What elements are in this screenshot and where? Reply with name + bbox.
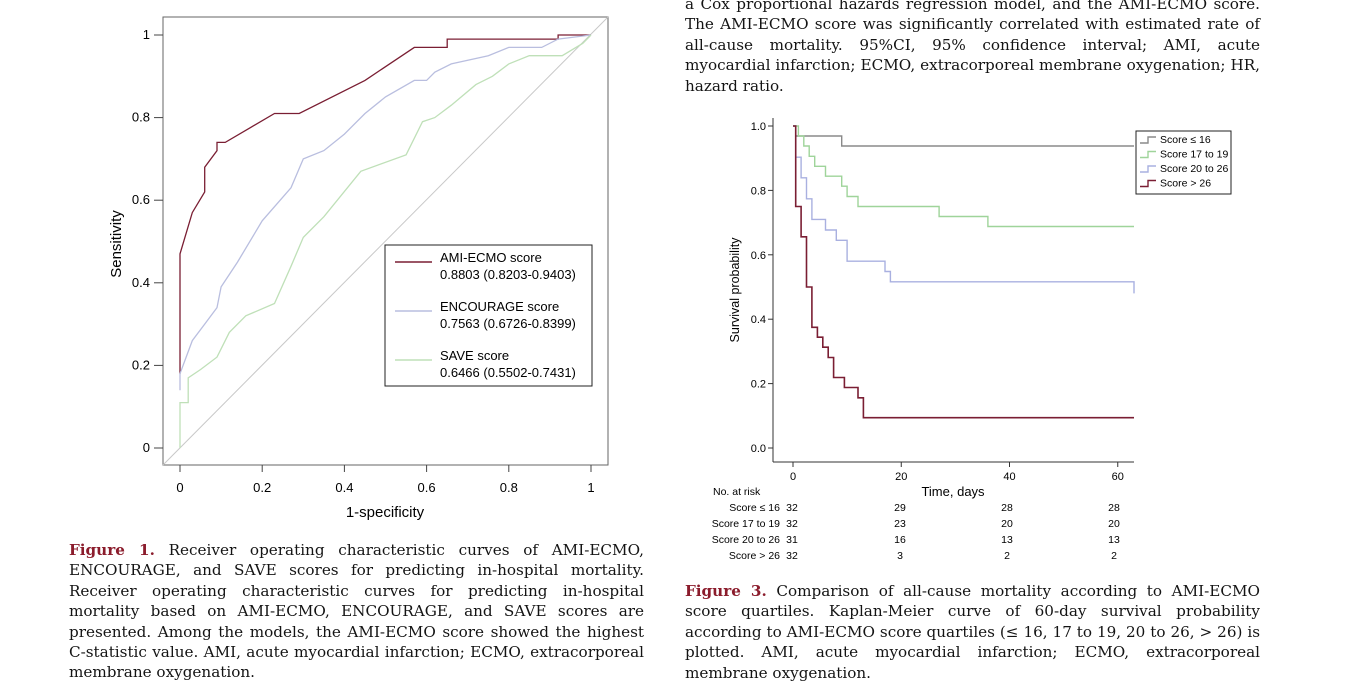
- km-curve-3: [793, 125, 1134, 419]
- roc-legend-name: SAVE score: [440, 348, 509, 363]
- y-tick-label: 0.6: [132, 192, 150, 207]
- x-tick-label: 0.8: [500, 480, 518, 495]
- roc-legend-name: AMI-ECMO score: [440, 250, 542, 265]
- km-y-tick-label: 0.4: [751, 314, 766, 326]
- risk-table-count: 28: [1001, 502, 1013, 514]
- reference-diagonal: [162, 16, 609, 466]
- figure1-caption-text: Receiver operating characteristic curves…: [69, 541, 644, 682]
- risk-table-count: 20: [1001, 518, 1013, 530]
- km-y-tick-label: 0.8: [751, 185, 766, 197]
- roc-line-1: [179, 34, 592, 391]
- previous-figure-caption: a Cox proportional hazards regression mo…: [685, 0, 1260, 95]
- y-tick-label: 0: [143, 440, 150, 455]
- y-tick-label: 0.2: [132, 357, 150, 372]
- roc-legend-auc: 0.6466 (0.5502-0.7431): [440, 365, 576, 380]
- risk-table-row-label: Score ≤ 16: [729, 502, 780, 514]
- risk-table-count: 3: [897, 550, 903, 562]
- risk-table-row-label: Score 20 to 26: [712, 534, 780, 546]
- km-legend-label: Score > 26: [1160, 178, 1211, 190]
- risk-table-count: 32: [786, 550, 798, 562]
- x-tick-label: 0.4: [335, 480, 353, 495]
- km-legend-swatch: [1140, 150, 1156, 159]
- kaplan-meier-chart: 0.0 0.2 0.4 0.6 0.8 1.0 0 20 40 60 Time, days Survi…: [712, 118, 1232, 562]
- risk-table-row-label: Score 17 to 19: [712, 518, 780, 530]
- roc-legend-name: ENCOURAGE score: [440, 299, 559, 314]
- risk-table-count: 32: [786, 502, 798, 514]
- km-curve-1: [793, 125, 1134, 228]
- km-legend-box: [1135, 130, 1232, 195]
- km-legend-label: Score ≤ 16: [1160, 134, 1211, 146]
- km-curve-0: [793, 125, 1134, 147]
- risk-table-count: 32: [786, 518, 798, 530]
- risk-table-count: 16: [894, 534, 906, 546]
- roc-line-0: [179, 34, 591, 374]
- km-curve-2: [793, 125, 1135, 294]
- risk-table-count: 28: [1108, 502, 1120, 514]
- x-axis-label: 1-specificity: [346, 504, 425, 521]
- risk-table-row-label: Score > 26: [729, 550, 780, 562]
- km-y-axis-label: Survival probability: [728, 237, 742, 343]
- roc-legend-auc: 0.8803 (0.8203-0.9403): [440, 267, 576, 282]
- risk-table-count: 31: [786, 534, 798, 546]
- km-x-tick-label: 60: [1112, 471, 1124, 483]
- plot-frame: [162, 16, 609, 466]
- km-legend-swatch: [1140, 136, 1156, 144]
- roc-legend-box: [384, 244, 593, 387]
- km-y-tick-label: 0.2: [751, 379, 766, 391]
- km-legend-swatch: [1140, 165, 1156, 173]
- km-y-tick-label: 1.0: [751, 121, 766, 133]
- y-tick-label: 0.4: [132, 275, 150, 290]
- figure3-caption-text: Comparison of all-cause mortality accord…: [685, 582, 1260, 682]
- km-x-axis-label: Time, days: [921, 484, 985, 499]
- risk-table-count: 13: [1108, 534, 1120, 546]
- y-axis-label: Sensitivity: [108, 210, 125, 278]
- roc-legend-auc: 0.7563 (0.6726-0.8399): [440, 316, 576, 331]
- km-legend-label: Score 17 to 19: [1160, 149, 1228, 161]
- figure3-caption: Figure 3. Comparison of all-cause mortal…: [685, 581, 1260, 683]
- figure1-caption: Figure 1. Receiver operating characteris…: [69, 540, 644, 683]
- km-x-tick-label: 20: [895, 471, 907, 483]
- figure3-caption-label: Figure 3.: [685, 582, 767, 600]
- figure1-caption-label: Figure 1.: [69, 541, 155, 559]
- risk-table-count: 2: [1004, 550, 1010, 562]
- risk-table-header: No. at risk: [713, 486, 761, 498]
- roc-chart: 0 0.2 0.4 0.6 0.8 1 0 0.2 0.4 0.6 0.8 1 1-specificit…: [108, 16, 609, 521]
- x-tick-label: 0.2: [253, 480, 271, 495]
- risk-table-count: 29: [894, 502, 906, 514]
- x-tick-label: 1: [587, 480, 594, 495]
- km-y-tick-label: 0.6: [751, 250, 766, 262]
- x-tick-label: 0.6: [418, 480, 436, 495]
- risk-table-count: 2: [1111, 550, 1117, 562]
- roc-line-2: [179, 34, 592, 448]
- risk-table-count: 20: [1108, 518, 1120, 530]
- km-x-tick-label: 0: [790, 471, 796, 483]
- km-legend-label: Score 20 to 26: [1160, 163, 1228, 175]
- x-tick-label: 0: [176, 480, 183, 495]
- y-tick-label: 1: [143, 27, 150, 42]
- km-x-tick-label: 40: [1003, 471, 1015, 483]
- km-legend-swatch: [1140, 179, 1156, 188]
- y-tick-label: 0.8: [132, 110, 150, 125]
- risk-table-count: 23: [894, 518, 906, 530]
- risk-table-count: 13: [1001, 534, 1013, 546]
- km-y-tick-label: 0.0: [751, 443, 766, 455]
